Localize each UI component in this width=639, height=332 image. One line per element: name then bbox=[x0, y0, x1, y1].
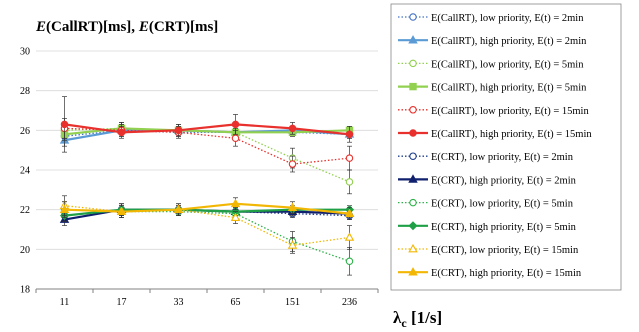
legend-label: E(CallRT), high priority, E(t) = 15min bbox=[431, 129, 592, 140]
x-tick-label: 65 bbox=[231, 297, 241, 308]
x-tick-label: 17 bbox=[117, 297, 127, 308]
y-tick-label: 26 bbox=[20, 126, 30, 137]
x-axis-label-main: λ bbox=[393, 308, 402, 327]
legend-entry: E(CRT), high priority, E(t) = 5min bbox=[398, 221, 577, 233]
legend-swatch-marker bbox=[408, 221, 418, 231]
legend-swatch-marker bbox=[409, 198, 417, 207]
series-group bbox=[59, 195, 355, 254]
x-tick-label: 151 bbox=[285, 297, 300, 308]
legend-label: E(CRT), low priority, E(t) = 2min bbox=[431, 152, 574, 163]
legend-entry: E(CallRT), low priority, E(t) = 5min bbox=[398, 59, 584, 70]
data-point bbox=[288, 124, 297, 133]
data-point bbox=[60, 120, 69, 129]
title-crt: (CRT)[ms] bbox=[149, 19, 218, 35]
data-point bbox=[173, 204, 184, 214]
legend-entry: E(CallRT), high priority, E(t) = 5min bbox=[398, 83, 587, 94]
data-point bbox=[231, 134, 240, 143]
series-group bbox=[60, 96, 354, 153]
legend-entry: E(CallRT), high priority, E(t) = 2min bbox=[398, 35, 587, 47]
series-group bbox=[60, 122, 354, 141]
series-group bbox=[59, 197, 355, 220]
series-line bbox=[64, 209, 350, 262]
plot-area: 18 20 22 24 26 28 30 11 17 33 65 151 236 bbox=[20, 47, 379, 308]
legend-label: E(CRT), high priority, E(t) = 5min bbox=[431, 222, 577, 233]
data-point bbox=[116, 206, 127, 215]
legend-label: E(CRT), high priority, E(t) = 2min bbox=[431, 175, 577, 186]
data-point bbox=[345, 154, 354, 162]
x-tick-label: 11 bbox=[60, 297, 70, 308]
legend-box bbox=[390, 3, 622, 291]
y-tick-label: 22 bbox=[20, 205, 30, 216]
x-axis-label-sub: c bbox=[401, 316, 407, 330]
legend-entry: E(CallRT), high priority, E(t) = 15min bbox=[398, 129, 592, 140]
legend-swatch-marker bbox=[409, 82, 417, 91]
legend-entry: E(CRT), high priority, E(t) = 2min bbox=[398, 174, 577, 186]
legend-entry: E(CallRT), low priority, E(t) = 2min bbox=[398, 13, 584, 24]
data-point bbox=[344, 208, 355, 217]
data-point bbox=[59, 204, 70, 214]
legend-swatch-marker bbox=[408, 35, 418, 44]
legend-label: E(CallRT), high priority, E(t) = 2min bbox=[431, 36, 587, 47]
data-point bbox=[287, 202, 298, 212]
legend-label: E(CallRT), low priority, E(t) = 2min bbox=[431, 13, 584, 24]
y-tick-label: 24 bbox=[20, 166, 30, 177]
legend-label: E(CallRT), low priority, E(t) = 5min bbox=[431, 59, 584, 70]
legend-swatch-marker bbox=[409, 152, 417, 160]
legend-label: E(CRT), low priority, E(t) = 15min bbox=[431, 245, 579, 256]
x-axis-label: λc [1/s] bbox=[393, 308, 442, 330]
data-point bbox=[344, 232, 355, 241]
legend-entry: E(CRT), low priority, E(t) = 15min bbox=[398, 243, 579, 256]
data-point bbox=[288, 160, 297, 168]
legend-label: E(CallRT), low priority, E(t) = 15min bbox=[431, 106, 589, 117]
data-point bbox=[345, 130, 354, 139]
data-point bbox=[345, 178, 354, 186]
x-axis-label-unit: [1/s] bbox=[407, 308, 442, 327]
legend-entry: E(CRT), low priority, E(t) = 2min bbox=[398, 152, 574, 163]
series-line bbox=[64, 202, 350, 215]
legend-entry: E(CRT), high priority, E(t) = 15min bbox=[398, 267, 582, 279]
data-point bbox=[117, 128, 126, 137]
legend-swatch-marker bbox=[409, 59, 417, 68]
legend-entry: E(CallRT), low priority, E(t) = 15min bbox=[398, 106, 589, 117]
y-tick-label: 18 bbox=[20, 285, 30, 296]
series-line bbox=[64, 127, 350, 183]
chart-title: E(CallRT)[ms], E(CRT)[ms] bbox=[35, 19, 218, 35]
legend-label: E(CRT), low priority, E(t) = 5min bbox=[431, 199, 574, 210]
legend-swatch-marker bbox=[408, 174, 418, 183]
x-tick-label: 33 bbox=[174, 297, 184, 308]
y-tick-label: 30 bbox=[20, 47, 30, 58]
data-point bbox=[230, 198, 241, 208]
title-e2: E bbox=[138, 19, 149, 35]
data-point bbox=[231, 120, 240, 129]
y-tick-label: 28 bbox=[20, 86, 30, 97]
data-point bbox=[345, 257, 354, 265]
legend-swatch-marker bbox=[409, 13, 417, 21]
legend-swatch-marker bbox=[408, 243, 418, 253]
x-tick-label: 236 bbox=[342, 297, 357, 308]
legend-swatch-marker bbox=[408, 267, 418, 276]
data-point bbox=[174, 126, 183, 135]
series-line bbox=[64, 127, 350, 136]
y-tick-label: 20 bbox=[20, 245, 30, 256]
series-line bbox=[64, 123, 350, 136]
legend: E(CallRT), low priority, E(t) = 2min E(Ca… bbox=[398, 13, 592, 279]
legend-entry: E(CRT), low priority, E(t) = 5min bbox=[398, 199, 574, 210]
data-point bbox=[230, 212, 241, 221]
title-callrt: (CallRT)[ms], bbox=[46, 19, 139, 35]
data-point bbox=[287, 240, 298, 249]
legend-swatch-marker bbox=[409, 106, 417, 114]
legend-label: E(CallRT), high priority, E(t) = 5min bbox=[431, 83, 587, 94]
title-e1: E bbox=[35, 19, 46, 35]
legend-swatch-marker bbox=[409, 129, 417, 137]
legend-label: E(CRT), high priority, E(t) = 15min bbox=[431, 268, 582, 279]
